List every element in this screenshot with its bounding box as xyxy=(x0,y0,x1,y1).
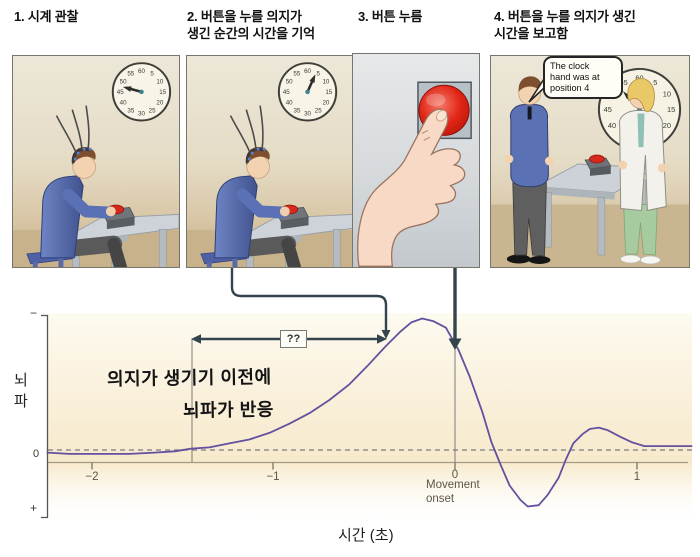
svg-text:50: 50 xyxy=(286,78,293,85)
svg-text:35: 35 xyxy=(294,107,301,114)
svg-text:5: 5 xyxy=(653,78,657,87)
panel-2-remember-time-of-will: 60 5 10 15 20 25 30 35 40 45 50 55 xyxy=(186,55,354,268)
svg-text:45: 45 xyxy=(117,89,124,96)
pointing-hand xyxy=(357,108,466,267)
svg-text:45: 45 xyxy=(283,89,290,96)
x-axis-ticks xyxy=(91,462,638,470)
pants xyxy=(512,182,547,257)
annotation-eeg-responds: 뇌파가 반응 xyxy=(182,399,274,421)
hand xyxy=(105,206,116,217)
speech-bubble: The clock hand was at position 4 xyxy=(543,56,623,100)
panel-3-illustration xyxy=(357,81,472,267)
seated-subject-scene xyxy=(26,105,179,267)
step-1-title: 1. 시계 관찰 xyxy=(14,9,79,24)
y-axis xyxy=(41,314,49,519)
annotation-before-will: 의지가 생기기 이전에 xyxy=(106,366,272,390)
svg-text:15: 15 xyxy=(667,105,675,114)
x-axis-title: 시간 (초) xyxy=(338,527,394,544)
svg-text:40: 40 xyxy=(120,100,127,107)
hair xyxy=(518,76,543,92)
svg-text:20: 20 xyxy=(663,121,671,130)
eeg-cap xyxy=(71,147,91,164)
svg-text:30: 30 xyxy=(304,110,311,117)
svg-text:50: 50 xyxy=(120,78,127,85)
fingernail xyxy=(436,109,448,122)
eeg-wires xyxy=(55,105,90,154)
svg-text:20: 20 xyxy=(322,100,329,107)
knuckle-lines xyxy=(421,130,431,141)
plot-background-fade xyxy=(47,462,692,528)
svg-text:60: 60 xyxy=(304,68,311,75)
panel2-to-graph-connector xyxy=(230,268,391,339)
svg-text:55: 55 xyxy=(127,71,134,78)
svg-text:5: 5 xyxy=(150,71,154,78)
svg-text:55: 55 xyxy=(293,71,300,78)
x-tick-minus2: −2 xyxy=(85,471,99,483)
svg-text:60: 60 xyxy=(635,74,643,83)
svg-text:15: 15 xyxy=(159,89,166,96)
svg-text:40: 40 xyxy=(286,100,293,107)
svg-text:40: 40 xyxy=(608,121,616,130)
movement-onset-label: Movement onset xyxy=(426,479,480,506)
arm xyxy=(62,188,114,219)
y-tick-plus: + xyxy=(30,501,38,515)
subject-man xyxy=(504,76,554,264)
experimenter-woman xyxy=(618,78,667,265)
svg-text:35: 35 xyxy=(127,107,134,114)
panel-1-clock-observation: 60 5 10 15 20 25 30 35 40 45 50 55 xyxy=(12,55,180,268)
blond-hair xyxy=(627,78,655,113)
response-button xyxy=(584,154,612,176)
svg-text:60: 60 xyxy=(138,68,145,75)
y-tick-zero: 0 xyxy=(33,448,40,460)
step-3-title: 3. 버튼 누름 xyxy=(358,9,423,24)
button-highlight xyxy=(425,93,446,107)
pants xyxy=(623,204,658,256)
unknown-interval-label: ?? xyxy=(280,330,307,348)
step-2-title: 2. 버튼을 누를 의지가 생긴 순간의 시간을 기억 xyxy=(187,9,315,41)
readiness-potential-curve xyxy=(46,317,693,508)
jacket xyxy=(509,104,549,188)
svg-text:25: 25 xyxy=(315,107,322,114)
panel3-to-graph-arrow xyxy=(448,268,462,350)
svg-text:10: 10 xyxy=(663,89,671,98)
shin xyxy=(107,237,128,267)
x-tick-minus1: −1 xyxy=(266,471,280,483)
y-axis-title: 뇌 파 xyxy=(14,372,28,410)
svg-text:45: 45 xyxy=(604,105,612,114)
svg-text:25: 25 xyxy=(149,107,156,114)
svg-text:30: 30 xyxy=(138,110,145,117)
svg-text:20: 20 xyxy=(156,100,163,107)
svg-text:10: 10 xyxy=(322,78,329,85)
step-4-title: 4. 버튼을 누를 의지가 생긴 시간을 보고함 xyxy=(494,9,636,41)
svg-text:5: 5 xyxy=(316,71,320,78)
panel-3-button-press xyxy=(352,53,480,268)
y-tick-minus: − xyxy=(30,306,38,320)
svg-text:55: 55 xyxy=(620,78,628,87)
lab-coat xyxy=(618,110,667,212)
svg-text:10: 10 xyxy=(156,78,163,85)
x-tick-one: 1 xyxy=(633,471,641,483)
svg-text:15: 15 xyxy=(325,89,332,96)
seated-person xyxy=(40,105,128,267)
